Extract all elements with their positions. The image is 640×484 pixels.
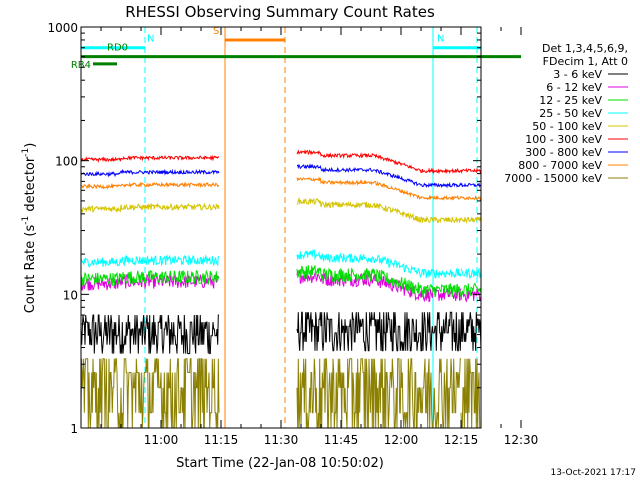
legend: Det 1,3,4,5,6,9,FDecim 1, Att 03 - 6 keV… — [504, 42, 628, 185]
y-axis-label-part: Count Rate (s — [23, 225, 38, 314]
legend-entry-label: 800 - 7000 keV — [518, 159, 602, 172]
series-line — [80, 154, 220, 164]
annotation-label: N — [147, 34, 154, 45]
annotation-label: S — [213, 26, 219, 37]
series-line — [80, 202, 220, 214]
legend-entry-label: 25 - 50 keV — [539, 107, 602, 120]
annotation-label: RD0 — [107, 43, 128, 54]
series-line — [80, 358, 220, 429]
series-50-100-keV — [80, 196, 482, 225]
series-line — [460, 182, 482, 188]
series-3-6-keV — [80, 311, 482, 355]
y-tick-label: 10 — [63, 288, 78, 302]
y-tick-label: 1 — [70, 422, 78, 436]
series-line — [296, 311, 462, 352]
legend-entry-label: 7000 - 15000 keV — [504, 172, 602, 185]
legend-entry-label: 3 - 6 keV — [553, 68, 602, 81]
y-axis: 1 10 100 1000 — [47, 21, 481, 436]
legend-entry-label: 50 - 100 keV — [532, 120, 602, 133]
series-line — [296, 358, 461, 429]
y-tick-label: 100 — [55, 155, 78, 169]
series-line — [296, 265, 462, 298]
series-300-800-keV — [80, 163, 482, 189]
series-line — [80, 314, 219, 355]
legend-entry-label: 6 - 12 keV — [546, 81, 602, 94]
y-axis-label-part: ) — [23, 143, 38, 148]
y-axis-label-superscript: -1 — [21, 148, 31, 157]
series-line — [460, 167, 482, 174]
x-tick-label: 12:00 — [384, 433, 419, 447]
series-line — [80, 168, 220, 178]
legend-entry-label: 12 - 25 keV — [539, 94, 602, 107]
series-line — [296, 163, 462, 189]
y-axis-label-part: detector — [23, 156, 38, 216]
x-axis: 11:00 11:15 11:30 11:45 12:00 12:15 12:30 — [80, 27, 539, 447]
series-line — [80, 269, 220, 287]
series-line — [296, 196, 462, 224]
legend-entry-label: 300 - 800 keV — [525, 146, 602, 159]
series-25-50-keV — [80, 248, 482, 280]
footer-timestamp: 13-Oct-2021 17:17 — [551, 468, 636, 478]
series-line — [460, 312, 482, 351]
series-line — [460, 216, 482, 225]
series-line — [296, 176, 462, 201]
chart-title: RHESSI Observing Summary Count Rates — [125, 3, 435, 21]
series-800-7000-keV — [81, 176, 482, 202]
series-100-300-keV — [80, 149, 482, 175]
y-axis-label-superscript: -1 — [21, 216, 31, 225]
legend-header-line: Det 1,3,4,5,6,9, — [542, 42, 628, 55]
series-12-25-keV — [80, 265, 482, 298]
series-line — [296, 248, 462, 279]
y-axis-label: Count Rate (s-1 detector-1) — [21, 143, 38, 314]
y-tick-label: 1000 — [47, 21, 78, 35]
series-line — [460, 282, 482, 297]
x-tick-label: 11:00 — [144, 433, 179, 447]
series-line — [81, 181, 220, 190]
legend-entry-label: 100 - 300 keV — [525, 133, 602, 146]
series-line — [460, 195, 482, 202]
annotation-label: N — [437, 34, 444, 45]
x-tick-label: 11:30 — [264, 433, 299, 447]
x-tick-label: 11:15 — [204, 433, 239, 447]
x-tick-label: 11:45 — [324, 433, 359, 447]
x-tick-label: 12:30 — [504, 433, 539, 447]
legend-header-line: FDecim 1, Att 0 — [543, 55, 628, 68]
series-line — [296, 149, 462, 175]
series-line — [80, 254, 220, 268]
series-line — [460, 267, 482, 280]
x-tick-label: 12:15 — [444, 433, 479, 447]
x-axis-label: Start Time (22-Jan-08 10:50:02) — [176, 456, 384, 471]
